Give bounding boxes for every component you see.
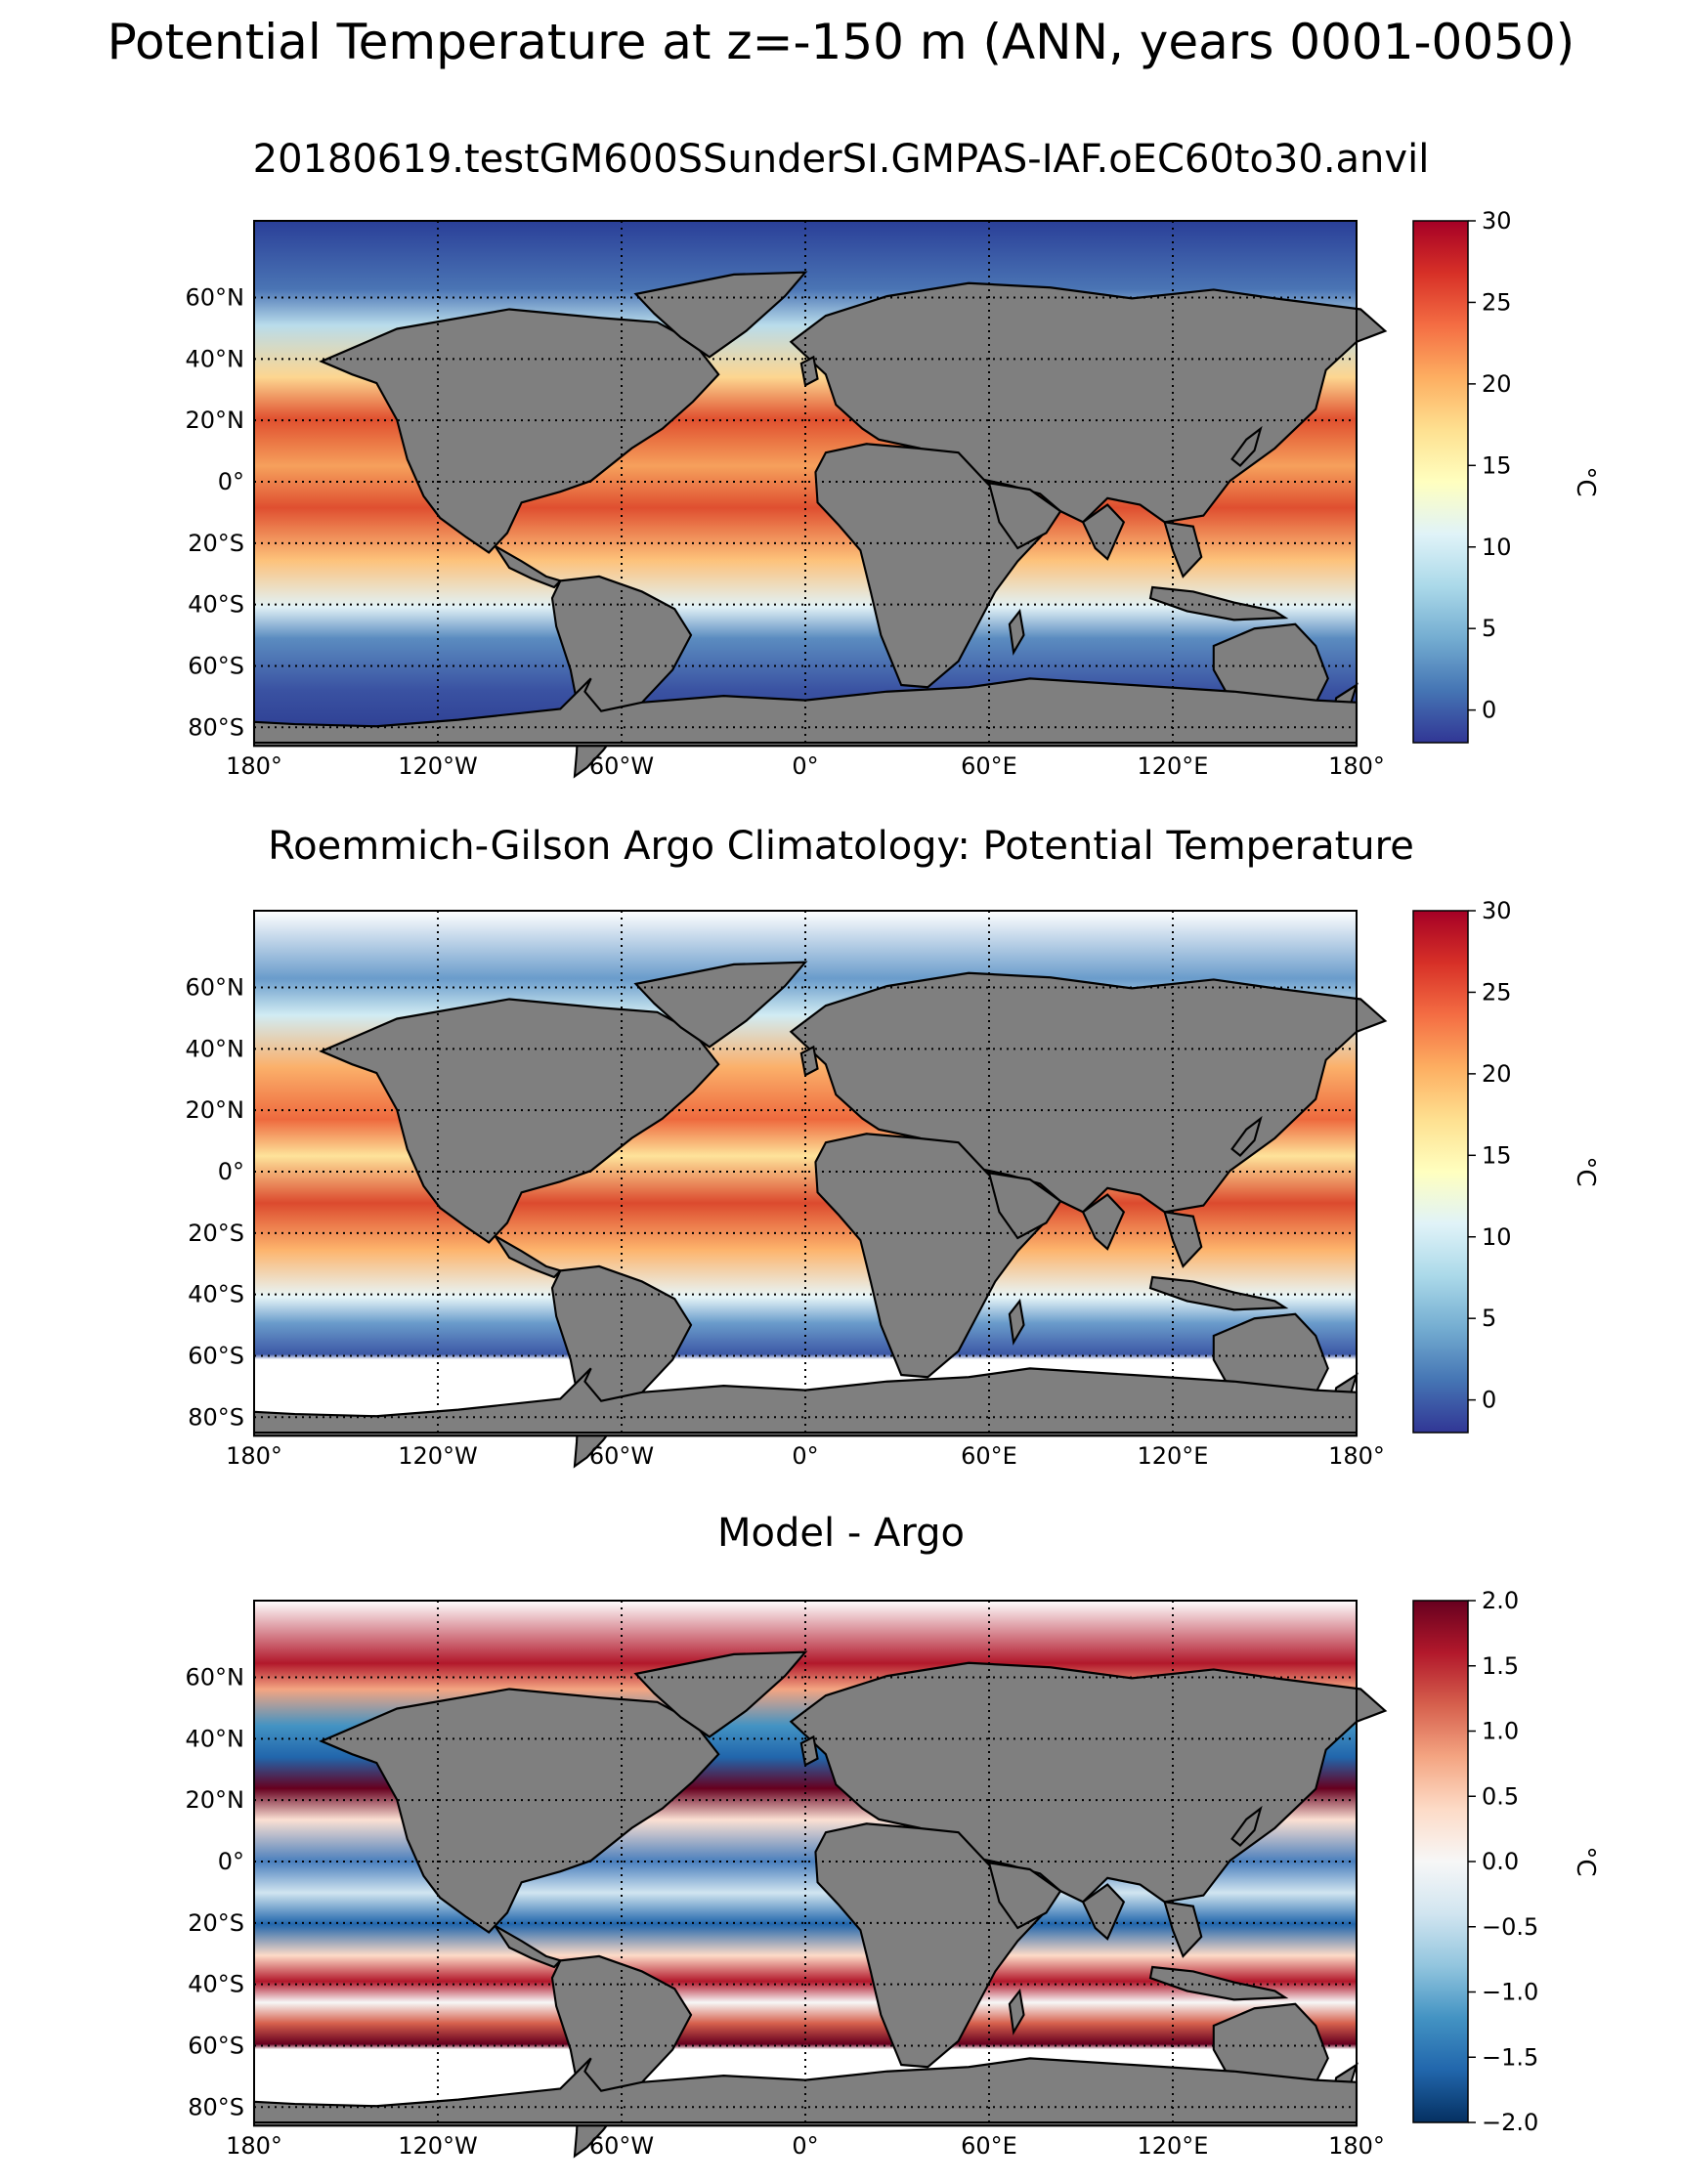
lon-tick-label: 0° (792, 752, 818, 780)
colorbar-tick-label: 0.5 (1482, 1782, 1519, 1810)
colorbar-tick-label: 2.0 (1482, 1587, 1519, 1614)
colorbar-tick-label: 5 (1482, 1305, 1496, 1332)
lon-tick-label: 60°W (589, 752, 654, 780)
panel-3-title: Model - Argo (717, 1511, 965, 1556)
map-frame (253, 910, 1358, 1434)
colorbar-tick-label: 30 (1482, 897, 1512, 924)
colorbar-1: 30 25 20 15 10 5 0 °C (1412, 207, 1600, 744)
colorbar-tick-label: 15 (1482, 451, 1512, 479)
lat-tick-label: 40°N (186, 1035, 245, 1062)
colorbar-tick-label: 0 (1482, 697, 1496, 724)
lon-tick-label: 60°E (961, 2132, 1017, 2160)
colorbar-unit-label: °C (1571, 466, 1600, 496)
lat-tick-label: 40°S (188, 1281, 244, 1308)
colorbar-tick-label: −1.0 (1482, 1979, 1538, 2006)
lat-tick-label: 60°N (186, 284, 245, 312)
lat-tick-label: 40°N (186, 345, 245, 372)
lat-tick-label: 60°S (188, 652, 244, 679)
lon-tick-label: 60°W (589, 2132, 654, 2160)
lat-tick-label: 80°S (188, 2093, 244, 2120)
lon-tick-label: 120°W (398, 752, 478, 780)
lat-tick-label: 20°N (186, 1786, 245, 1814)
colorbar-fill (1412, 1600, 1469, 2123)
lon-tick-label: 180° (226, 752, 282, 780)
colorbar-tick-label: 25 (1482, 288, 1512, 316)
lon-tick-label: 180° (226, 1442, 282, 1470)
lat-tick-label: 60°S (188, 2032, 244, 2059)
lat-tick-label: 60°N (186, 974, 245, 1002)
colorbar-tick-label: 10 (1482, 534, 1512, 561)
colorbar-tick-label: 0 (1482, 1387, 1496, 1414)
lat-tick-label: 0° (218, 468, 244, 495)
lon-tick-label: 60°W (589, 1442, 654, 1470)
colorbar-unit-label: °C (1571, 1156, 1600, 1186)
colorbar-unit-label: °C (1571, 1846, 1600, 1876)
lat-tick-label: 0° (218, 1848, 244, 1875)
map-panel-2: 180° 120°W 60°W 0° 60°E 120°E 180° 60°N 40°N 20°N… (186, 910, 1387, 1470)
lat-tick-label: 20°N (186, 1096, 245, 1124)
colorbar-tick-label: 1.5 (1482, 1652, 1519, 1680)
lat-tick-label: 40°S (188, 1971, 244, 1998)
lon-tick-label: 180° (1328, 752, 1385, 780)
lat-tick-label: 0° (218, 1158, 244, 1185)
lat-tick-label: 20°S (188, 530, 244, 557)
lon-tick-label: 120°E (1138, 2132, 1209, 2160)
lon-tick-label: 180° (226, 2132, 282, 2160)
lon-tick-label: 180° (1328, 1442, 1385, 1470)
colorbar-tick-label: 15 (1482, 1141, 1512, 1169)
colorbar-tick-label: 5 (1482, 615, 1496, 642)
lat-tick-label: 80°S (188, 1403, 244, 1431)
lon-tick-label: 120°E (1138, 1442, 1209, 1470)
lon-tick-label: 120°W (398, 2132, 478, 2160)
figure-title: Potential Temperature at z=-150 m (ANN, … (107, 14, 1575, 70)
lat-tick-label: 20°S (188, 1220, 244, 1247)
lon-tick-label: 120°E (1138, 752, 1209, 780)
colorbar-tick-label: 30 (1482, 207, 1512, 235)
colorbar-tick-label: 20 (1482, 370, 1512, 398)
lon-tick-label: 0° (792, 2132, 818, 2160)
colorbar-tick-label: −2.0 (1482, 2109, 1538, 2136)
colorbar-tick-label: −1.5 (1482, 2043, 1538, 2071)
colorbar-tick-label: 0.0 (1482, 1848, 1519, 1875)
lat-tick-label: 60°N (186, 1664, 245, 1692)
lon-tick-label: 120°W (398, 1442, 478, 1470)
lat-tick-label: 60°S (188, 1342, 244, 1369)
lon-tick-label: 180° (1328, 2132, 1385, 2160)
map-frame (253, 1600, 1358, 2123)
panel-1-title: 20180619.testGM600SSunderSI.GMPAS-IAF.oE… (252, 137, 1430, 182)
colorbar-3: 2.0 1.5 1.0 0.5 0.0 −0.5 −1.0 −1.5 −2.0 °C (1412, 1587, 1600, 2136)
map-frame (253, 220, 1358, 744)
colorbar-tick-label: 1.0 (1482, 1718, 1519, 1745)
colorbar-tick-label: −0.5 (1482, 1913, 1538, 1941)
lat-tick-label: 40°S (188, 591, 244, 619)
lon-tick-label: 0° (792, 1442, 818, 1470)
map-panel-1: 180° 120°W 60°W 0° 60°E 120°E 180° 60°N 40°N 20°N… (186, 220, 1387, 780)
lon-tick-label: 60°E (961, 752, 1017, 780)
lat-tick-label: 40°N (186, 1725, 245, 1752)
map-panel-3: 180° 120°W 60°W 0° 60°E 120°E 180° 60°N 40°N 20°N… (186, 1600, 1387, 2160)
lat-tick-label: 20°N (186, 407, 245, 434)
colorbar-2: 30 25 20 15 10 5 0 °C (1412, 897, 1600, 1434)
lat-tick-label: 20°S (188, 1909, 244, 1937)
lat-tick-label: 80°S (188, 713, 244, 741)
colorbar-fill (1412, 910, 1469, 1434)
panel-2-title: Roemmich-Gilson Argo Climatology: Potent… (268, 824, 1414, 869)
lon-tick-label: 60°E (961, 1442, 1017, 1470)
colorbar-fill (1412, 220, 1469, 744)
colorbar-tick-label: 20 (1482, 1060, 1512, 1088)
colorbar-tick-label: 25 (1482, 978, 1512, 1006)
colorbar-tick-label: 10 (1482, 1223, 1512, 1251)
